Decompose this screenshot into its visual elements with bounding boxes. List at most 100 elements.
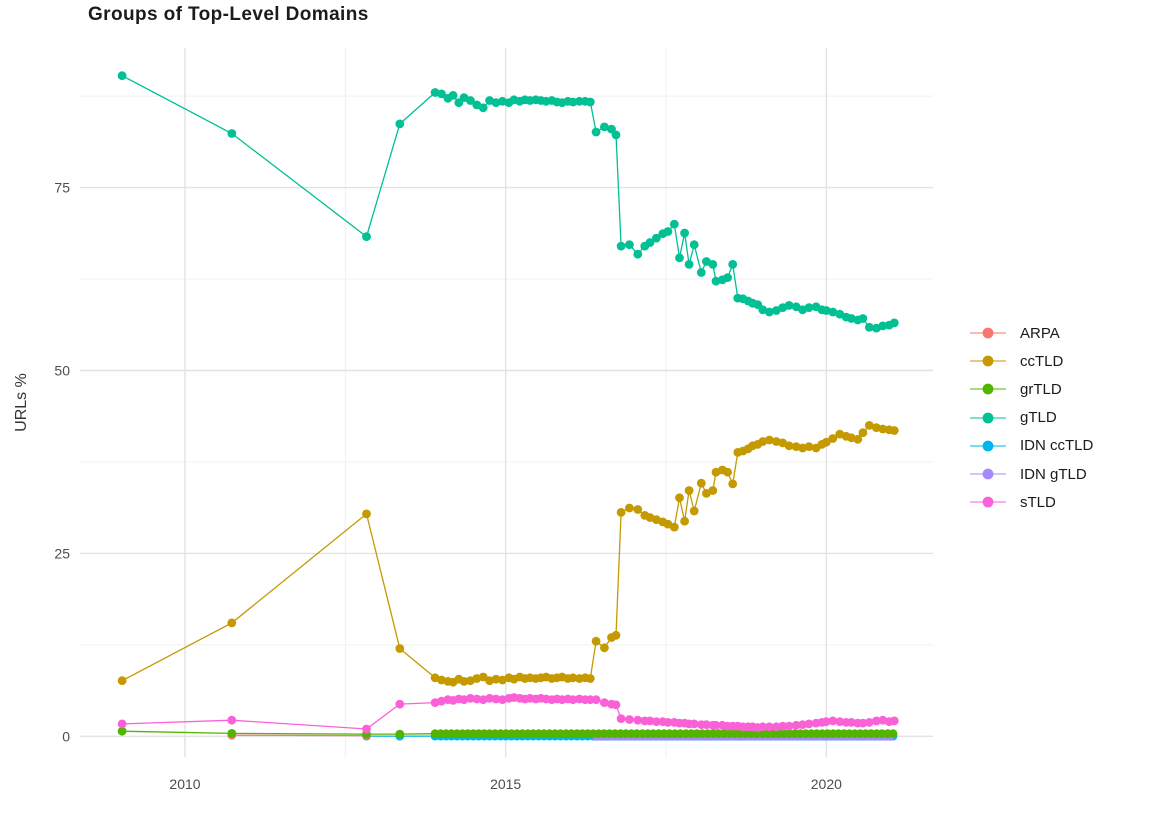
data-point bbox=[708, 486, 718, 495]
data-point bbox=[669, 522, 679, 532]
legend-item-cctld: ccTLD bbox=[968, 347, 1093, 375]
data-point bbox=[675, 493, 684, 503]
data-point bbox=[466, 96, 475, 105]
data-point bbox=[652, 717, 661, 727]
data-point bbox=[723, 467, 732, 477]
data-point bbox=[478, 672, 488, 682]
data-point bbox=[616, 714, 626, 724]
legend-key-dot bbox=[982, 327, 994, 339]
data-point bbox=[675, 253, 684, 263]
data-point bbox=[611, 630, 621, 640]
data-point bbox=[684, 260, 694, 269]
data-point bbox=[591, 636, 601, 646]
legend-key-icon bbox=[970, 412, 1006, 424]
data-point bbox=[227, 618, 237, 628]
data-point bbox=[847, 718, 856, 727]
data-point bbox=[798, 720, 807, 729]
data-point bbox=[791, 720, 801, 730]
y-tick-label: 0 bbox=[62, 728, 70, 744]
legend-label: gTLD bbox=[1020, 409, 1057, 427]
legend-label: IDN ccTLD bbox=[1020, 437, 1094, 455]
x-tick-label: 2015 bbox=[490, 776, 521, 792]
data-point bbox=[804, 442, 814, 451]
data-point bbox=[227, 715, 237, 725]
data-point bbox=[437, 89, 446, 99]
series-gtld bbox=[117, 71, 899, 333]
data-point bbox=[362, 724, 371, 734]
series-arpa bbox=[227, 730, 371, 740]
data-point bbox=[448, 91, 458, 100]
legend-key-dot bbox=[982, 440, 994, 452]
data-point bbox=[828, 307, 838, 317]
data-point bbox=[858, 314, 868, 323]
legend-item-gtld: gTLD bbox=[968, 404, 1093, 432]
legend: ARPA ccTLD grTLD gTLD IDN ccTLD IDN gTLD sTLD bbox=[968, 319, 1093, 516]
data-point bbox=[764, 307, 774, 317]
legend-label: ARPA bbox=[1020, 324, 1060, 342]
data-point bbox=[645, 716, 655, 726]
data-point bbox=[889, 716, 899, 726]
data-point bbox=[764, 722, 774, 732]
series-stld bbox=[117, 693, 899, 734]
data-point bbox=[669, 219, 679, 229]
data-point bbox=[680, 516, 689, 526]
data-point bbox=[117, 719, 127, 729]
legend-label: sTLD bbox=[1020, 493, 1056, 511]
data-point bbox=[568, 97, 578, 107]
data-point bbox=[395, 729, 405, 739]
data-point bbox=[858, 718, 868, 728]
data-point bbox=[663, 227, 673, 236]
data-point bbox=[689, 506, 699, 516]
legend-key-dot bbox=[982, 496, 994, 508]
x-tick-label: 2010 bbox=[169, 776, 200, 792]
chart-title: Groups of Top-Level Domains bbox=[88, 4, 369, 25]
data-point bbox=[652, 233, 661, 243]
data-point bbox=[728, 479, 738, 489]
data-point bbox=[804, 303, 814, 312]
data-point bbox=[828, 716, 838, 726]
legend-item-idn-gtld: IDN gTLD bbox=[968, 460, 1093, 488]
legend-item-idn-cctld: IDN ccTLD bbox=[968, 432, 1093, 460]
data-point bbox=[778, 721, 788, 731]
y-tick-label: 50 bbox=[54, 362, 70, 378]
data-point bbox=[227, 129, 237, 138]
data-point bbox=[600, 698, 609, 707]
data-point bbox=[853, 434, 863, 444]
data-point bbox=[616, 508, 626, 517]
y-tick-label: 75 bbox=[54, 180, 70, 196]
data-point bbox=[784, 721, 794, 731]
data-point bbox=[708, 260, 718, 269]
data-point bbox=[585, 674, 595, 683]
data-point bbox=[117, 71, 127, 81]
data-point bbox=[591, 695, 601, 705]
data-point bbox=[702, 720, 711, 729]
data-point bbox=[362, 232, 371, 242]
legend-key-dot bbox=[982, 412, 994, 424]
y-axis-label: URLs % bbox=[13, 373, 30, 432]
legend-key-icon bbox=[970, 384, 1006, 395]
data-point bbox=[117, 676, 127, 686]
legend-key-icon bbox=[970, 468, 1006, 480]
legend-item-stld: sTLD bbox=[968, 488, 1093, 516]
data-point bbox=[878, 321, 888, 331]
data-point bbox=[491, 694, 501, 704]
legend-key-dot bbox=[982, 468, 994, 480]
data-point bbox=[472, 694, 482, 704]
data-point bbox=[758, 722, 768, 732]
data-point bbox=[633, 715, 643, 725]
legend-label: grTLD bbox=[1020, 380, 1062, 398]
data-point bbox=[633, 249, 643, 259]
legend-key-icon bbox=[970, 327, 1006, 339]
data-point bbox=[600, 643, 609, 653]
data-point bbox=[684, 486, 694, 495]
data-point bbox=[872, 716, 881, 726]
data-point bbox=[227, 729, 237, 738]
data-point bbox=[784, 441, 794, 451]
data-point bbox=[395, 644, 405, 653]
data-point bbox=[611, 130, 621, 140]
legend-label: ccTLD bbox=[1020, 352, 1064, 370]
data-point bbox=[491, 674, 501, 684]
series-line bbox=[121, 75, 895, 329]
data-point bbox=[362, 509, 371, 519]
